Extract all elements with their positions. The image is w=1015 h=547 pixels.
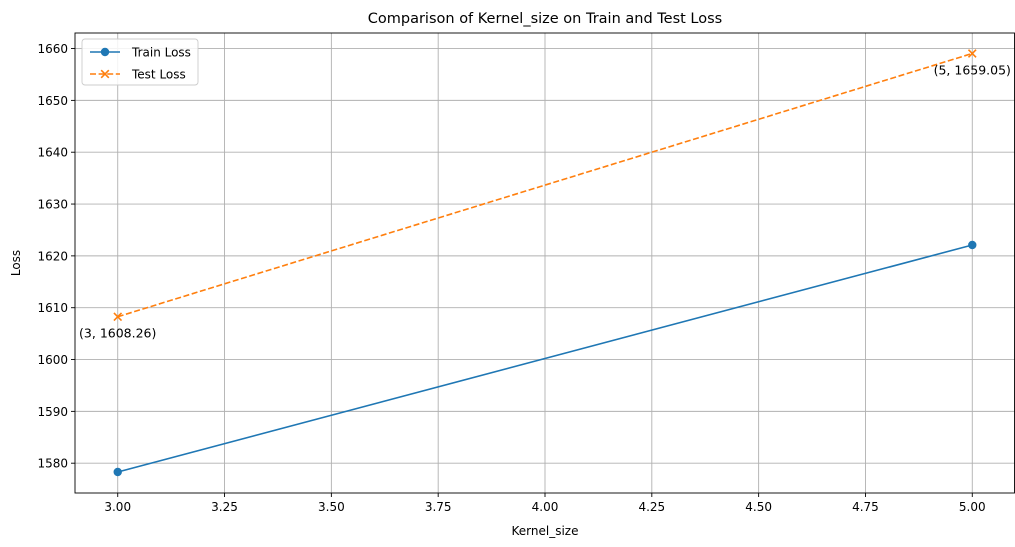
x-tick-label: 5.00 bbox=[959, 500, 986, 514]
x-tick-label: 4.50 bbox=[745, 500, 772, 514]
legend-marker bbox=[100, 69, 110, 79]
y-axis-label: Loss bbox=[9, 250, 23, 276]
data-point bbox=[113, 467, 122, 477]
data-point bbox=[968, 240, 977, 250]
data-point bbox=[113, 312, 123, 322]
legend-entry: Test Loss bbox=[90, 68, 186, 82]
legend-entry: Train Loss bbox=[90, 46, 191, 60]
y-tick-label: 1610 bbox=[37, 301, 68, 315]
marker-stroke bbox=[100, 69, 110, 79]
x-tick-label: 3.75 bbox=[425, 500, 452, 514]
series-line bbox=[117, 244, 973, 473]
series-layer bbox=[113, 49, 977, 477]
legend-label: Test Loss bbox=[131, 68, 186, 82]
y-tick-label: 1630 bbox=[37, 198, 68, 212]
y-tick-label: 1580 bbox=[37, 457, 68, 471]
x-axis-ticks: 3.00 3.25 3.50 3.75 4.00 4.25 4.50 4.75 5.00 bbox=[104, 493, 986, 514]
x-tick-label: 3.00 bbox=[104, 500, 131, 514]
data-point bbox=[967, 49, 977, 58]
x-axis-label: Kernel_size bbox=[512, 524, 579, 538]
x-tick-label: 4.25 bbox=[638, 500, 665, 514]
y-tick-label: 1600 bbox=[37, 353, 68, 367]
x-tick-label: 3.50 bbox=[318, 500, 345, 514]
y-axis-ticks: 1580 1590 1600 1610 1620 1630 1640 1650 1660 bbox=[37, 42, 75, 471]
y-tick-label: 1660 bbox=[37, 42, 68, 56]
y-tick-label: 1650 bbox=[37, 94, 68, 108]
annotations: (3, 1608.26) (5, 1659.05) bbox=[79, 62, 1011, 340]
legend-label: Train Loss bbox=[131, 46, 191, 60]
legend-marker bbox=[100, 47, 110, 57]
marker-stroke bbox=[967, 49, 977, 58]
chart-title: Comparison of Kernel_size on Train and T… bbox=[368, 11, 722, 27]
y-tick-label: 1590 bbox=[37, 405, 68, 419]
x-tick-label: 4.75 bbox=[852, 500, 879, 514]
legend-entries: Train Loss Test Loss bbox=[90, 46, 191, 82]
x-tick-label: 3.25 bbox=[211, 500, 238, 514]
x-tick-label: 4.00 bbox=[532, 500, 559, 514]
legend: Train Loss Test Loss bbox=[81, 38, 199, 86]
data-label: (5, 1659.05) bbox=[934, 62, 1011, 77]
y-tick-label: 1640 bbox=[37, 146, 68, 160]
data-label: (3, 1608.26) bbox=[79, 326, 156, 341]
series-line bbox=[117, 52, 973, 318]
y-tick-label: 1620 bbox=[37, 249, 68, 263]
grid bbox=[75, 33, 1015, 493]
marker-stroke bbox=[113, 312, 123, 322]
